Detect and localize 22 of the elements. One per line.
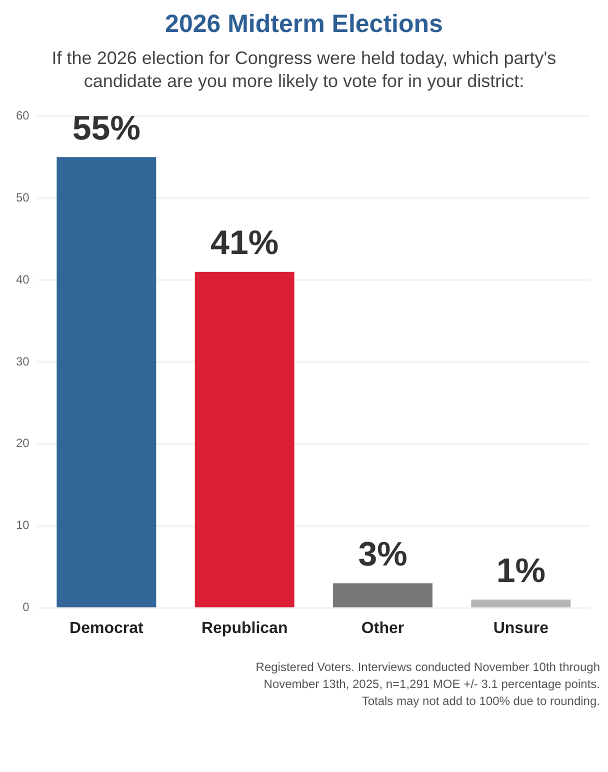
text: Registered Voters. Interviews conducted November 10th through November 13th, 2025, n=1,291 MOE +/- 3.1 percentage points. Totals may not add to 100% due to rounding. <box>254 659 600 710</box>
x-tick-label: Republican <box>201 620 288 637</box>
data-label: 55% <box>72 110 140 148</box>
data-label: 1% <box>496 552 546 590</box>
chart-subtitle: If the 2026 election for Congress were held today, which party's candidate are you more likely to vote for in your district: <box>50 47 558 93</box>
chart-title: 2026 Midterm Elections <box>164 10 444 39</box>
bar <box>56 157 156 608</box>
y-tick-label: 60 <box>16 108 30 123</box>
data-label: 3% <box>358 536 408 574</box>
y-tick-label: 10 <box>16 518 30 532</box>
y-tick-label: 40 <box>16 272 30 286</box>
y-tick-label: 30 <box>16 354 30 368</box>
x-tick-label: Unsure <box>493 620 549 637</box>
y-tick-label: 50 <box>16 190 30 204</box>
y-tick-label: 0 <box>22 600 30 614</box>
x-tick-label: Other <box>361 620 404 637</box>
bar <box>194 272 294 608</box>
bar <box>333 583 432 608</box>
x-tick-label: Democrat <box>70 620 144 637</box>
bar <box>471 600 571 608</box>
data-label: 41% <box>210 224 279 262</box>
y-tick-label: 20 <box>16 436 30 450</box>
